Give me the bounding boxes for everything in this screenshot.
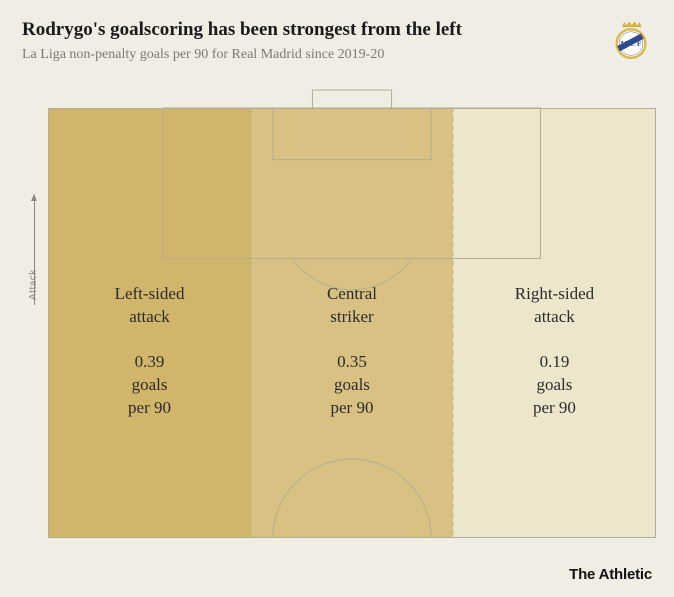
header: Rodrygo's goalscoring has been strongest…	[22, 18, 652, 63]
page-subtitle: La Liga non-penalty goals per 90 for Rea…	[22, 47, 592, 63]
footer-brand: The Athletic	[569, 566, 652, 583]
page-title: Rodrygo's goalscoring has been strongest…	[22, 18, 592, 43]
pitch-outline	[48, 108, 656, 538]
svg-text:M C F: M C F	[621, 39, 642, 48]
pitch-diagram: Left-sided attack 0.39 goals per 90 Cent…	[48, 108, 656, 538]
attack-axis-label: Attack	[28, 269, 39, 300]
team-crest-icon: M C F	[610, 20, 652, 62]
